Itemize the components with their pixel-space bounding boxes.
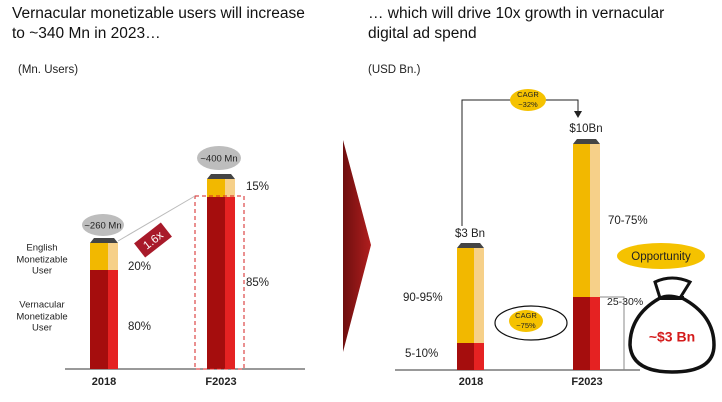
right-title: digital ad spend [368, 25, 477, 42]
left-title: to ~340 Mn in 2023… [12, 25, 161, 42]
segment-name: Vernacular [19, 300, 64, 311]
total-bubble [197, 146, 241, 170]
segment-name: User [32, 266, 52, 277]
share-label: 5-10% [405, 348, 438, 360]
x-label: F2023 [571, 376, 602, 388]
segment-name: English [26, 243, 57, 254]
right-title: … which will drive 10x growth in vernacu… [368, 5, 664, 22]
cagr-bubble [510, 89, 546, 111]
x-label: 2018 [459, 376, 483, 388]
growth-tag: 1.6x [134, 222, 172, 258]
share-label: 80% [128, 321, 151, 333]
bar-2018 [90, 238, 118, 369]
share-label: 70-75% [608, 215, 648, 227]
cagr-outline [494, 305, 568, 341]
opportunity-label: Opportunity [631, 251, 691, 263]
cagr-label: ~75% [516, 321, 536, 330]
right-unit: (USD Bn.) [368, 64, 421, 76]
left-unit: (Mn. Users) [18, 64, 78, 76]
growth-line [117, 195, 196, 242]
bar-f2023 [573, 139, 600, 370]
bar-2018 [457, 243, 484, 370]
money-bag [628, 276, 716, 374]
total-bubble [82, 214, 124, 236]
segment-name: Monetizable [16, 255, 67, 266]
x-label: F2023 [205, 376, 236, 388]
segment-name: User [32, 323, 52, 334]
cagr-label: ~32% [518, 100, 538, 109]
bracket [600, 296, 625, 370]
total-label: $3 Bn [455, 228, 485, 240]
connector-arrow [574, 111, 582, 118]
total-label: ~260 Mn [84, 221, 121, 232]
x-label: 2018 [92, 376, 116, 388]
opportunity-bubble [617, 243, 705, 269]
bar-f2023 [207, 174, 235, 369]
share-label: 25-30% [607, 296, 643, 308]
total-label: ~400 Mn [200, 154, 237, 165]
dashed-box [194, 195, 245, 370]
divider-arrow [343, 140, 371, 352]
connector [461, 99, 579, 226]
opportunity-value: ~$3 Bn [649, 329, 695, 345]
total-label: $10Bn [569, 123, 602, 135]
share-label: 15% [246, 181, 269, 193]
cagr-label: CAGR [515, 311, 537, 320]
share-label: 85% [246, 277, 269, 289]
share-label: 20% [128, 261, 151, 273]
segment-name: Monetizable [16, 312, 67, 323]
left-title: Vernacular monetizable users will increa… [12, 5, 305, 22]
share-label: 90-95% [403, 292, 443, 304]
cagr-label: CAGR [517, 90, 539, 99]
cagr-bubble [509, 310, 543, 332]
